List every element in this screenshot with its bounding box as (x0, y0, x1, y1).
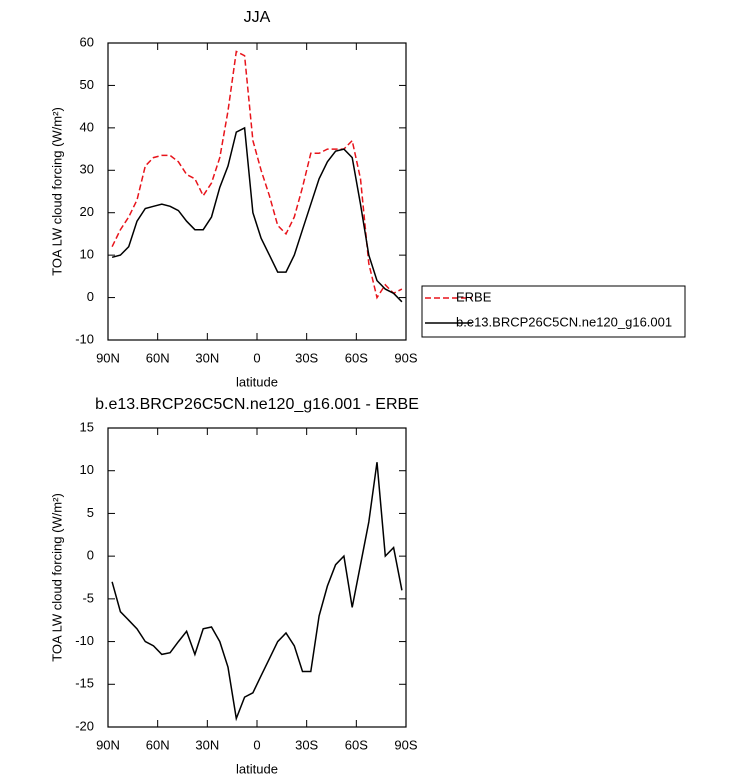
chart-title: JJA (244, 9, 271, 26)
x-tick-label: 0 (253, 737, 260, 752)
x-tick-label: 60N (146, 350, 170, 365)
x-tick-label: 30S (295, 737, 318, 752)
x-tick-label: 60N (146, 737, 170, 752)
y-tick-label: -10 (75, 633, 94, 648)
legend-label: b.e13.BRCP26C5CN.ne120_g16.001 (456, 314, 672, 329)
y-tick-label: -15 (75, 676, 94, 691)
y-tick-label: 50 (80, 77, 94, 92)
legend-label: ERBE (456, 289, 492, 304)
x-tick-label: 90S (394, 737, 417, 752)
y-tick-label: 10 (80, 462, 94, 477)
y-tick-label: 40 (80, 119, 94, 134)
y-axis-label: TOA LW cloud forcing (W/m²) (49, 107, 64, 276)
data-line (111, 50, 403, 300)
y-tick-label: 0 (87, 548, 94, 563)
x-tick-label: 60S (345, 350, 368, 365)
data-line (111, 462, 403, 722)
legend-box (421, 285, 686, 338)
y-tick-label: 30 (80, 162, 94, 177)
chart-title: b.e13.BRCP26C5CN.ne120_g16.001 - ERBE (95, 396, 419, 413)
y-tick-label: 5 (87, 505, 94, 520)
plot-frame (107, 42, 407, 341)
data-line (111, 126, 403, 303)
y-tick-label: -20 (75, 718, 94, 733)
x-tick-label: 30N (195, 737, 219, 752)
y-tick-label: -10 (75, 331, 94, 346)
y-tick-label: 20 (80, 204, 94, 219)
x-tick-label: 30S (295, 350, 318, 365)
y-tick-label: 60 (80, 34, 94, 49)
x-tick-label: 30N (195, 350, 219, 365)
x-tick-label: 90S (394, 350, 417, 365)
x-axis-label: latitude (236, 374, 278, 389)
y-tick-label: -5 (82, 590, 94, 605)
x-tick-label: 90N (96, 737, 120, 752)
y-tick-label: 15 (80, 419, 94, 434)
y-axis-label: TOA LW cloud forcing (W/m²) (49, 493, 64, 662)
y-tick-label: 0 (87, 289, 94, 304)
plot-frame (107, 427, 407, 728)
y-tick-label: 10 (80, 247, 94, 262)
x-tick-label: 60S (345, 737, 368, 752)
x-tick-label: 90N (96, 350, 120, 365)
x-axis-label: latitude (236, 761, 278, 776)
x-tick-label: 0 (253, 350, 260, 365)
